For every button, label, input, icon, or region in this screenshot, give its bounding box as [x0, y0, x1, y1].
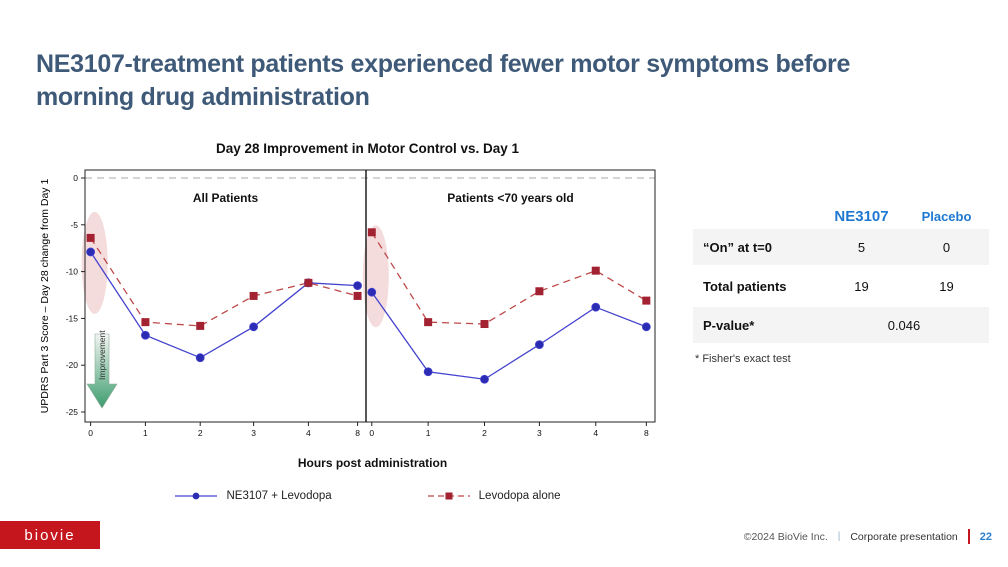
series-line	[371, 231, 647, 325]
series-line	[371, 291, 647, 380]
table-header-placebo: Placebo	[921, 208, 972, 224]
table-footnote: * Fisher's exact test	[695, 353, 791, 365]
x-axis-label: Hours post administration	[297, 456, 448, 470]
chart-section: Day 28 Improvement in Motor Control vs. …	[35, 141, 670, 502]
footer-copyright: ©2024 BioVie Inc.	[743, 530, 828, 543]
row-value-placebo: 0	[942, 239, 951, 255]
row-value-pvalue: 0.046	[887, 317, 921, 333]
plot-border	[84, 169, 656, 423]
y-tick-label: -10	[66, 267, 79, 277]
data-point	[86, 247, 96, 257]
legend-line-circle-icon	[174, 490, 218, 502]
table-body: “On” at t=0 5 0 Total patients 19 19 P-v…	[693, 229, 989, 343]
x-tick-label: 8	[355, 428, 360, 438]
legend-label: NE3107 + Levodopa	[226, 490, 332, 502]
data-point	[591, 266, 600, 275]
data-point	[423, 367, 433, 377]
highlight-ellipse	[81, 211, 108, 314]
data-point	[196, 321, 205, 330]
page-number: 22	[979, 530, 992, 543]
x-tick-label: 1	[426, 428, 431, 438]
page-number-divider	[967, 529, 970, 544]
data-point	[535, 287, 544, 296]
row-value-placebo: 19	[939, 278, 954, 294]
table-row: Total patients 19 19	[693, 268, 989, 304]
x-tick-label: 2	[198, 428, 203, 438]
table-row: P-value* 0.046	[693, 307, 989, 343]
slide-title: NE3107-treatment patients experienced fe…	[36, 50, 851, 111]
y-tick-label: -20	[66, 360, 79, 370]
y-tick-label: -15	[66, 313, 79, 323]
data-point	[367, 228, 376, 237]
table-header-spacer	[693, 207, 819, 225]
y-tick-label: -25	[66, 407, 79, 417]
x-tick-label: 4	[306, 428, 311, 438]
data-point	[195, 353, 205, 363]
table-header-row: NE3107 Placebo	[693, 207, 989, 225]
x-tick-label: 3	[251, 428, 256, 438]
chart-legend: NE3107 + Levodopa Levodopa alone	[35, 490, 670, 502]
on-status-table: NE3107 Placebo “On” at t=0 5 0 Total pat…	[693, 207, 989, 365]
data-point	[141, 318, 150, 327]
legend-item: Levodopa alone	[427, 490, 561, 502]
data-point	[642, 296, 651, 305]
data-point	[367, 287, 377, 297]
highlight-ellipse	[362, 225, 389, 328]
row-label: P-value*	[703, 317, 755, 333]
series-line	[90, 251, 358, 359]
row-value-ne3107: 5	[857, 239, 866, 255]
row-label: “On” at t=0	[703, 239, 772, 255]
x-tick-label: 8	[644, 428, 649, 438]
panel-label: All Patients	[193, 191, 259, 205]
improvement-label: Improvement	[97, 330, 107, 380]
motor-control-chart: Improvement 0 -5 -10 -15 -20 -25 UPDRS Part 3 S…	[35, 162, 670, 454]
data-point	[480, 320, 489, 329]
biovie-logo: biovie	[0, 521, 100, 549]
data-point	[86, 233, 95, 242]
data-point	[304, 278, 313, 287]
table-header-ne3107: NE3107	[834, 207, 889, 225]
row-value-ne3107: 19	[854, 278, 869, 294]
x-tick-label: 3	[537, 428, 542, 438]
data-point	[424, 318, 433, 327]
biovie-logo-text: biovie	[24, 526, 76, 544]
series-line	[90, 237, 358, 327]
chart-svg: Improvement 0 -5 -10 -15 -20 -25 UPDRS Part 3 S…	[39, 169, 656, 438]
data-point	[141, 330, 150, 340]
data-point	[480, 374, 489, 384]
chart-title: Day 28 Improvement in Motor Control vs. …	[215, 141, 520, 156]
data-point	[534, 340, 544, 350]
legend-label: Levodopa alone	[478, 490, 561, 502]
x-tick-label: 1	[143, 428, 148, 438]
data-point	[353, 291, 362, 300]
data-point	[249, 291, 258, 300]
footer-meta: ©2024 BioVie Inc. | Corporate presentati…	[744, 529, 992, 544]
data-point	[353, 281, 362, 291]
data-point	[641, 322, 651, 332]
y-tick-label: 0	[73, 173, 78, 183]
x-tick-label: 2	[482, 428, 487, 438]
legend-line-square-icon	[427, 490, 471, 502]
footer-separator: |	[837, 531, 841, 542]
footer-presentation-label: Corporate presentation	[850, 530, 958, 543]
x-tick-label: 4	[593, 428, 598, 438]
improvement-arrow: Improvement	[86, 330, 118, 409]
legend-item: NE3107 + Levodopa	[174, 490, 332, 502]
x-tick-label: 0	[369, 428, 374, 438]
data-point	[249, 322, 259, 332]
data-point	[591, 302, 601, 312]
y-tick-label: -5	[70, 220, 78, 230]
panel-label: Patients <70 years old	[447, 191, 573, 205]
x-tick-label: 0	[88, 428, 93, 438]
table-row: “On” at t=0 5 0	[693, 229, 989, 265]
row-label: Total patients	[703, 278, 787, 294]
y-axis-label: UPDRS Part 3 Score – Day 28 change from …	[39, 179, 51, 414]
